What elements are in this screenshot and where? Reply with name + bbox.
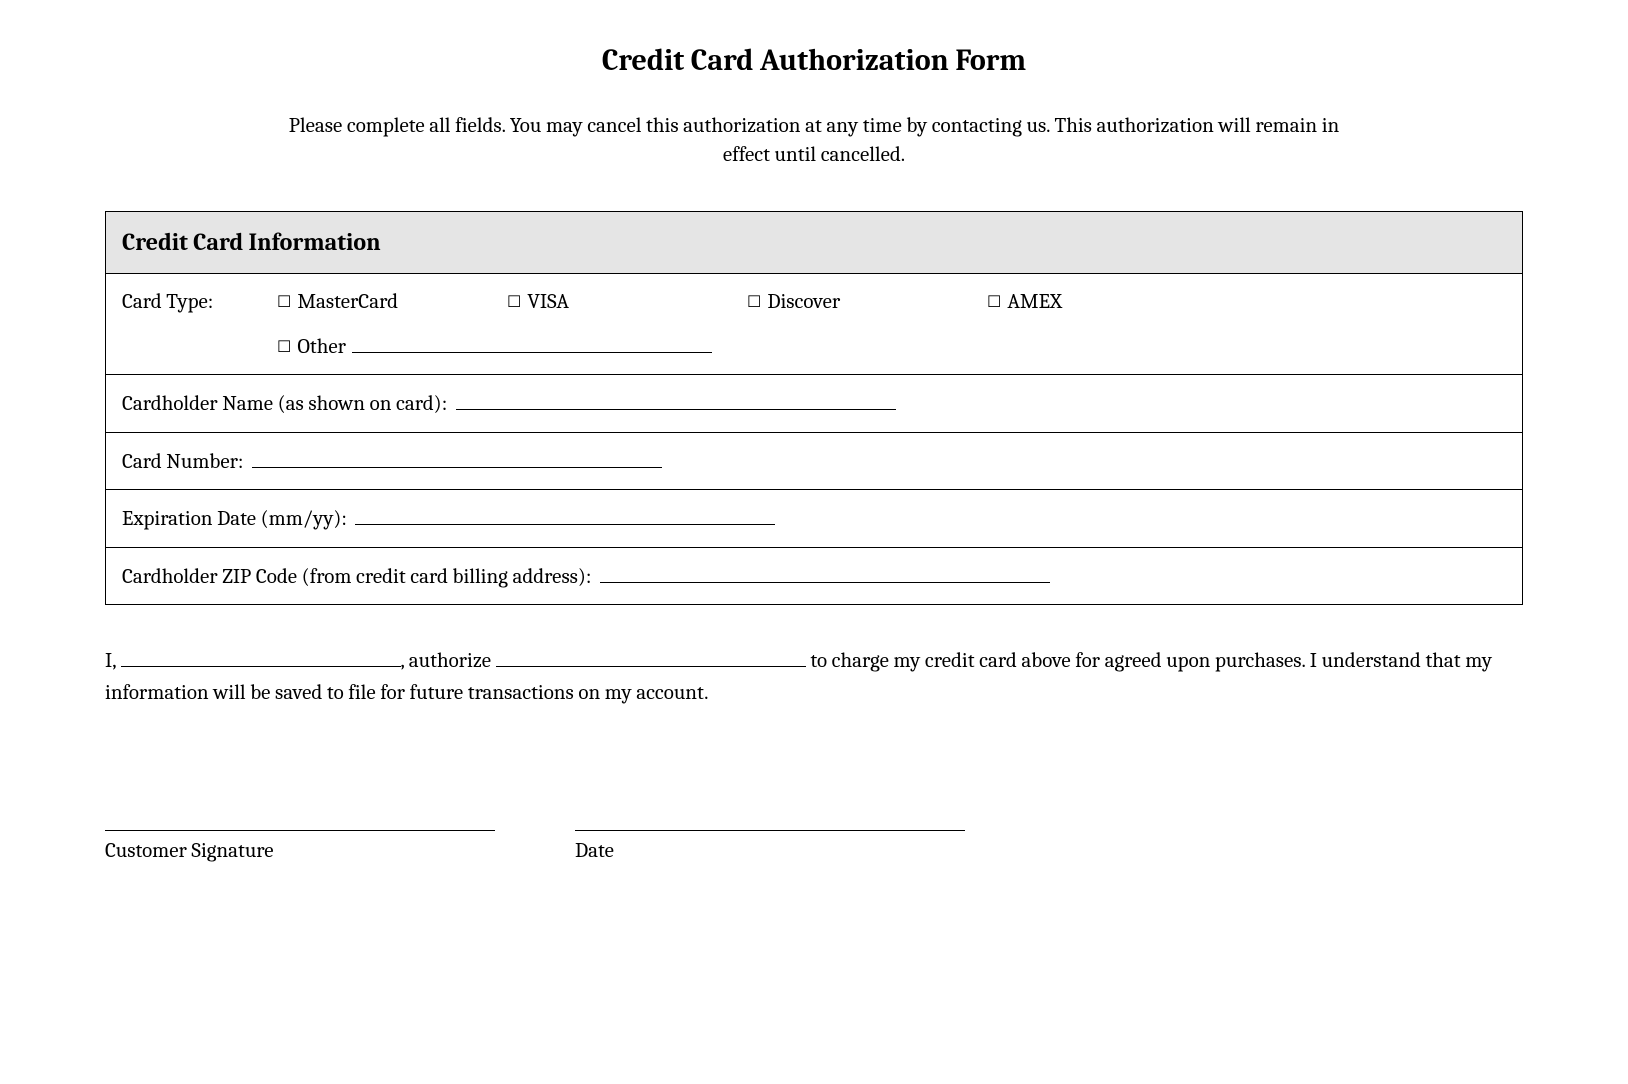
- zip-input-line[interactable]: [600, 560, 1050, 583]
- zip-row: Cardholder ZIP Code (from credit card bi…: [106, 548, 1522, 604]
- signature-label: Customer Signature: [105, 837, 495, 866]
- authorization-text: I, , authorize to charge my credit card …: [105, 645, 1523, 709]
- signature-block: Customer Signature: [105, 829, 495, 866]
- option-discover-label: Discover: [767, 288, 840, 317]
- date-line[interactable]: [575, 829, 965, 831]
- zip-label: Cardholder ZIP Code (from credit card bi…: [122, 565, 591, 589]
- expiration-input-line[interactable]: [355, 502, 775, 525]
- option-amex[interactable]: ☐ AMEX: [987, 288, 1062, 317]
- checkbox-icon[interactable]: ☐: [747, 292, 761, 314]
- auth-mid1: , authorize: [401, 649, 492, 673]
- expiration-row: Expiration Date (mm/yy):: [106, 490, 1522, 547]
- intro-text: Please complete all fields. You may canc…: [264, 112, 1364, 171]
- checkbox-icon[interactable]: ☐: [277, 337, 291, 359]
- auth-prefix: I,: [105, 649, 116, 673]
- option-other[interactable]: ☐ Other: [277, 333, 346, 362]
- card-type-row: Card Type: ☐ MasterCard ☐ VISA ☐ Discove…: [106, 274, 1522, 375]
- auth-name-input-line[interactable]: [121, 645, 401, 667]
- option-visa-label: VISA: [527, 288, 569, 317]
- other-input-line[interactable]: [352, 330, 712, 353]
- checkbox-icon[interactable]: ☐: [507, 292, 521, 314]
- checkbox-icon[interactable]: ☐: [987, 292, 1001, 314]
- option-visa[interactable]: ☐ VISA: [507, 288, 747, 317]
- cardholder-name-input-line[interactable]: [456, 387, 896, 410]
- date-label: Date: [575, 837, 965, 866]
- card-number-row: Card Number:: [106, 433, 1522, 490]
- option-discover[interactable]: ☐ Discover: [747, 288, 987, 317]
- signature-row: Customer Signature Date: [105, 829, 1523, 866]
- signature-line[interactable]: [105, 829, 495, 831]
- date-block: Date: [575, 829, 965, 866]
- auth-merchant-input-line[interactable]: [496, 645, 806, 667]
- option-other-label: Other: [297, 333, 346, 362]
- form-title: Credit Card Authorization Form: [105, 40, 1523, 82]
- card-number-label: Card Number:: [122, 450, 243, 474]
- cardholder-name-label: Cardholder Name (as shown on card):: [122, 392, 447, 416]
- card-number-input-line[interactable]: [252, 445, 662, 468]
- option-amex-label: AMEX: [1007, 288, 1062, 317]
- checkbox-icon[interactable]: ☐: [277, 292, 291, 314]
- option-mastercard-label: MasterCard: [297, 288, 398, 317]
- card-type-label: Card Type:: [122, 288, 277, 317]
- expiration-label: Expiration Date (mm/yy):: [122, 507, 347, 531]
- card-info-section: Credit Card Information Card Type: ☐ Mas…: [105, 211, 1523, 605]
- cardholder-name-row: Cardholder Name (as shown on card):: [106, 375, 1522, 432]
- section-header: Credit Card Information: [106, 212, 1522, 275]
- option-mastercard[interactable]: ☐ MasterCard: [277, 288, 507, 317]
